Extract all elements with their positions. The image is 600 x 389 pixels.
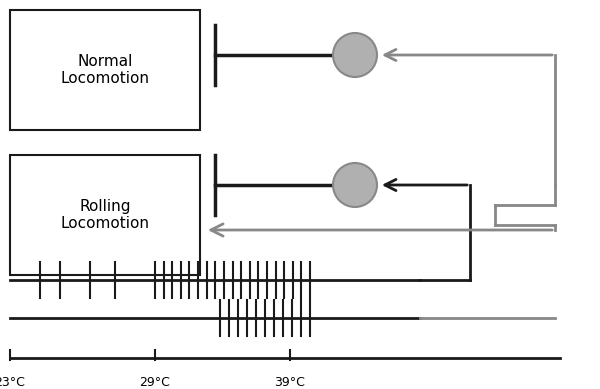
Text: 39°C: 39°C [275,376,305,389]
Circle shape [333,33,377,77]
Text: 29°C: 29°C [140,376,170,389]
Text: 23°C: 23°C [0,376,25,389]
Bar [10,155,200,275]
Circle shape [333,163,377,207]
Text: Normal
Locomotion: Normal Locomotion [61,54,149,86]
Text: Rolling
Locomotion: Rolling Locomotion [61,199,149,231]
Bar [10,10,200,130]
